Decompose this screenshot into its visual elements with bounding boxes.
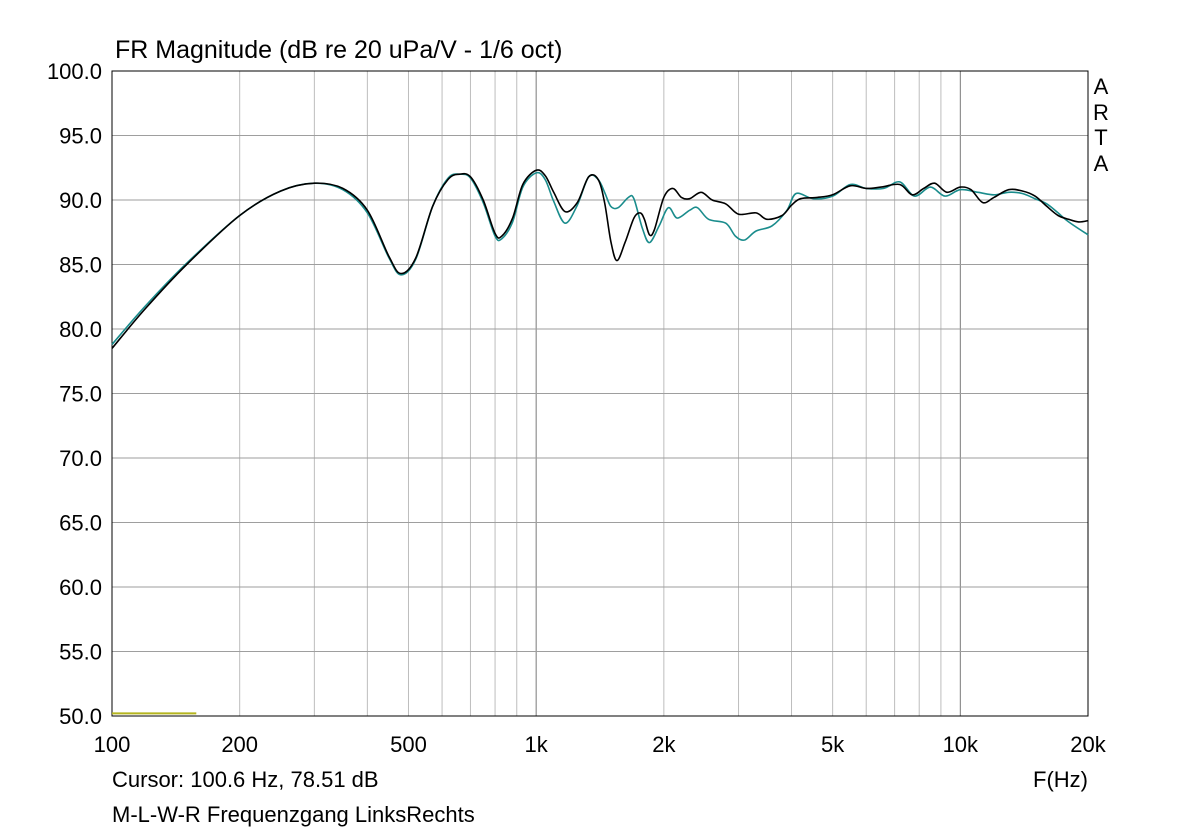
watermark-letter-a1: A xyxy=(1094,74,1109,99)
footer-label: M-L-W-R Frequenzgang LinksRechts xyxy=(112,802,475,827)
x-tick-labels: 100 200 500 1k 2k 5k 10k 20k xyxy=(94,732,1107,757)
y-tick-label: 70.0 xyxy=(59,446,102,471)
watermark-letter-r: R xyxy=(1093,100,1109,125)
series-line-black xyxy=(111,169,1089,349)
y-tick-label: 75.0 xyxy=(59,382,102,407)
y-tick-label: 55.0 xyxy=(59,640,102,665)
x-tick-label: 200 xyxy=(221,732,258,757)
y-tick-label: 95.0 xyxy=(59,124,102,149)
y-tick-label: 60.0 xyxy=(59,575,102,600)
y-tick-label: 90.0 xyxy=(59,188,102,213)
arta-watermark: A R T A xyxy=(1093,74,1109,176)
x-tick-label: 5k xyxy=(821,732,845,757)
chart-title: FR Magnitude (dB re 20 uPa/V - 1/6 oct) xyxy=(115,36,562,64)
plot-frame xyxy=(111,70,1089,717)
y-tick-label: 65.0 xyxy=(59,511,102,536)
cursor-readout: Cursor: 100.6 Hz, 78.51 dB xyxy=(112,767,379,792)
y-tick-labels: 100.0 95.0 90.0 85.0 80.0 75.0 70.0 65.0 60.0 55.… xyxy=(47,59,102,729)
x-tick-label: 2k xyxy=(652,732,676,757)
y-tick-label: 85.0 xyxy=(59,253,102,278)
y-tick-label: 80.0 xyxy=(59,317,102,342)
x-tick-label: 1k xyxy=(525,732,549,757)
x-axis-label: F(Hz) xyxy=(1033,767,1088,792)
x-tick-label: 20k xyxy=(1070,732,1106,757)
x-tick-label: 100 xyxy=(94,732,131,757)
watermark-letter-t: T xyxy=(1094,125,1107,150)
x-tick-label: 10k xyxy=(943,732,979,757)
series-layer xyxy=(111,169,1089,715)
y-tick-label: 100.0 xyxy=(47,59,102,84)
x-tick-label: 500 xyxy=(390,732,427,757)
watermark-letter-a2: A xyxy=(1094,151,1109,176)
y-tick-label: 50.0 xyxy=(59,704,102,729)
